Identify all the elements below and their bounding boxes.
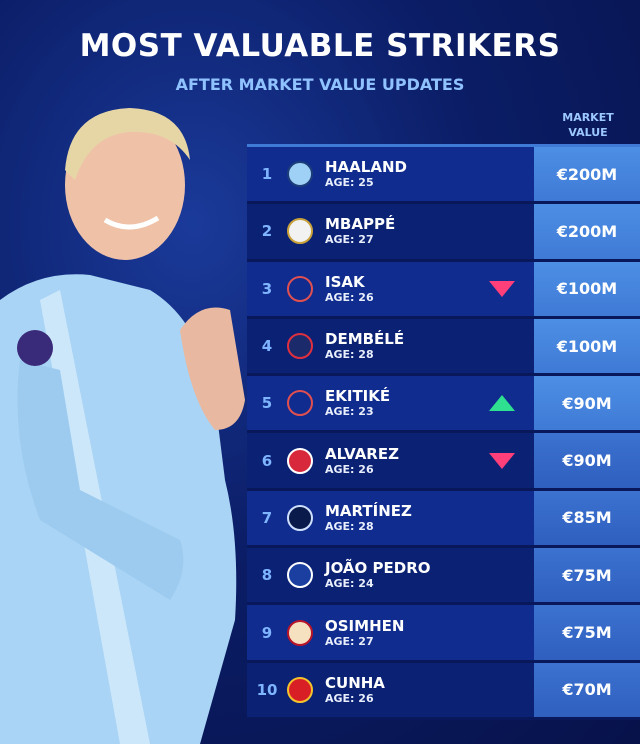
market-value: €75M — [534, 605, 640, 660]
player-name: HAALAND — [325, 158, 407, 177]
player-name: CUNHA — [325, 673, 385, 692]
table-row: 1 HAALAND AGE: 25 €200M — [247, 147, 640, 205]
player-age: AGE: 27 — [325, 634, 374, 648]
rank: 3 — [261, 279, 273, 298]
player-age: AGE: 25 — [325, 176, 374, 190]
inter-crest-icon — [287, 504, 313, 531]
table-row: 6 ALVAREZ AGE: 26 €90M — [247, 433, 640, 491]
man-united-crest-icon — [287, 676, 313, 703]
chelsea-crest-icon — [287, 562, 313, 589]
trend-up-icon — [489, 395, 515, 412]
liverpool-crest-icon — [287, 390, 313, 417]
player-age: AGE: 26 — [325, 462, 374, 476]
market-value: €100M — [534, 318, 640, 374]
market-value: €90M — [534, 376, 640, 431]
player-cell: 2 MBAPPÉ AGE: 27 — [247, 204, 534, 259]
table-row: 10 CUNHA AGE: 26 €70M — [247, 662, 640, 720]
player-cell: 8 JOÃO PEDRO AGE: 24 — [247, 548, 534, 603]
player-name: ISAK — [325, 272, 365, 291]
table-row: 4 DEMBÉLÉ AGE: 28 €100M — [247, 318, 640, 377]
player-age: AGE: 24 — [325, 577, 374, 591]
player-name: ALVAREZ — [325, 444, 399, 463]
rank: 10 — [256, 680, 278, 699]
player-name: EKITIKÉ — [325, 387, 391, 406]
liverpool-crest-icon — [287, 275, 313, 302]
player-cell: 3 ISAK AGE: 26 — [247, 261, 534, 316]
player-name: DEMBÉLÉ — [325, 330, 405, 349]
market-value: €200M — [534, 147, 640, 202]
trend-down-icon — [489, 280, 515, 297]
table-row: 7 MARTÍNEZ AGE: 28 €85M — [247, 490, 640, 549]
table-row: 2 MBAPPÉ AGE: 27 €200M — [247, 204, 640, 262]
market-value: €100M — [534, 261, 640, 316]
market-value: €200M — [534, 204, 640, 259]
player-cell: 1 HAALAND AGE: 25 — [247, 147, 534, 202]
player-age: AGE: 26 — [325, 290, 374, 304]
rank: 4 — [261, 337, 273, 356]
table-row: 9 OSIMHEN AGE: 27 €75M — [247, 605, 640, 663]
rank: 7 — [261, 508, 273, 527]
player-name: MBAPPÉ — [325, 215, 396, 234]
rank: 9 — [261, 623, 273, 642]
rank: 5 — [261, 394, 273, 413]
player-cell: 9 OSIMHEN AGE: 27 — [247, 605, 534, 660]
strikers-table: 1 HAALAND AGE: 25 €200M 2 MBAPPÉ AGE: 27… — [247, 147, 640, 720]
player-cell: 10 CUNHA AGE: 26 — [247, 662, 534, 717]
player-photo — [0, 108, 245, 744]
real-madrid-crest-icon — [287, 218, 313, 245]
table-row: 8 JOÃO PEDRO AGE: 24 €75M — [247, 548, 640, 606]
player-age: AGE: 28 — [325, 348, 374, 362]
player-name: OSIMHEN — [325, 616, 405, 635]
table-row: 3 ISAK AGE: 26 €100M — [247, 261, 640, 319]
rank: 1 — [261, 165, 273, 184]
page-title: MOST VALUABLE STRIKERS — [79, 28, 561, 64]
rank: 6 — [261, 451, 273, 470]
market-value: €75M — [534, 548, 640, 603]
player-cell: 5 EKITIKÉ AGE: 23 — [247, 376, 534, 431]
player-cell: 7 MARTÍNEZ AGE: 28 — [247, 490, 534, 546]
market-value: €70M — [534, 662, 640, 717]
player-name: JOÃO PEDRO — [325, 559, 431, 578]
player-cell: 4 DEMBÉLÉ AGE: 28 — [247, 318, 534, 374]
table-row: 5 EKITIKÉ AGE: 23 €90M — [247, 376, 640, 434]
psg-crest-icon — [287, 333, 313, 360]
rank: 2 — [261, 222, 273, 241]
player-cell: 6 ALVAREZ AGE: 26 — [247, 433, 534, 488]
player-age: AGE: 27 — [325, 233, 374, 247]
page-subtitle: AFTER MARKET VALUE UPDATES — [175, 75, 465, 94]
market-value: €90M — [534, 433, 640, 488]
man-city-crest-icon — [287, 161, 313, 188]
galatasaray-crest-icon — [287, 619, 313, 646]
rank: 8 — [261, 566, 273, 585]
market-value-header: MARKET VALUE — [562, 111, 614, 139]
table-top-border — [247, 144, 640, 147]
player-age: AGE: 28 — [325, 519, 374, 533]
trend-down-icon — [489, 452, 515, 469]
player-age: AGE: 26 — [325, 691, 374, 705]
atletico-madrid-crest-icon — [287, 447, 313, 474]
player-name: MARTÍNEZ — [325, 501, 412, 520]
player-age: AGE: 23 — [325, 405, 374, 419]
market-value: €85M — [534, 490, 640, 546]
